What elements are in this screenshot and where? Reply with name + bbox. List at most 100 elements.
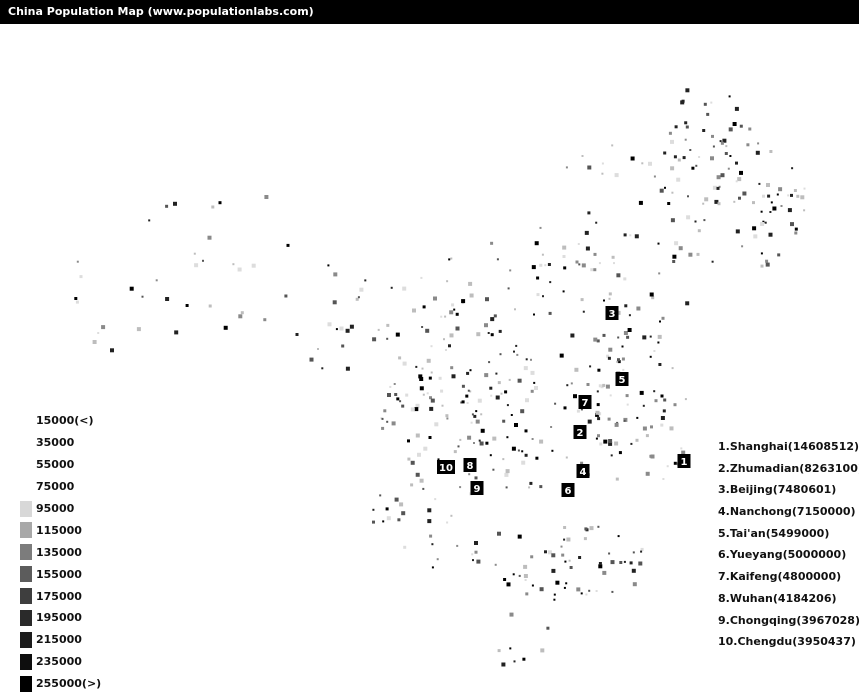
scale-label: 115000	[36, 523, 82, 537]
city-dot	[490, 241, 494, 245]
scale-swatch	[20, 434, 32, 451]
city-dot	[657, 242, 660, 245]
city-dot	[492, 436, 497, 441]
city-dot	[517, 449, 520, 452]
city-dot	[509, 647, 512, 650]
city-dot	[609, 394, 612, 397]
rank-item-3: 3.Beijing(7480601)	[718, 483, 837, 497]
city-dot	[506, 404, 509, 407]
city-dot	[461, 400, 465, 404]
rank-item-7: 7.Kaifeng(4800000)	[718, 570, 842, 584]
city-dot	[738, 196, 741, 200]
city-dot	[426, 358, 431, 363]
city-dot	[321, 367, 324, 370]
city-dot	[524, 429, 528, 433]
city-dot	[536, 293, 540, 297]
city-dot	[678, 246, 683, 251]
city-dot	[638, 200, 643, 205]
city-dot	[617, 358, 620, 362]
city-dot	[238, 314, 243, 319]
city-dot	[394, 393, 398, 396]
city-dot	[593, 337, 598, 342]
scale-row: 235000	[20, 651, 101, 673]
city-dot	[649, 355, 652, 358]
city-dot	[357, 296, 360, 299]
city-dot	[636, 306, 641, 311]
city-dot	[563, 526, 567, 529]
city-dot	[600, 385, 604, 389]
city-dot	[427, 508, 432, 513]
city-dot	[518, 574, 521, 577]
city-dot	[473, 442, 475, 444]
marker-box	[470, 481, 484, 495]
city-dot	[748, 127, 752, 131]
city-dot	[451, 303, 455, 307]
city-dot	[642, 426, 647, 431]
city-dot	[546, 626, 550, 630]
city-dot	[309, 357, 314, 362]
city-dot	[425, 328, 430, 333]
city-dot	[394, 497, 399, 502]
city-dot	[466, 402, 469, 404]
city-dot	[673, 155, 677, 159]
city-dot	[650, 425, 653, 429]
city-dot	[441, 404, 444, 407]
city-dot	[523, 366, 528, 371]
scale-label: 135000	[36, 545, 82, 559]
city-dot	[672, 260, 676, 263]
city-dot	[193, 252, 196, 255]
city-dot	[476, 332, 481, 337]
city-dot	[469, 293, 474, 298]
city-dot	[440, 389, 444, 393]
city-dot	[677, 158, 681, 162]
city-dot	[542, 295, 544, 298]
city-dot	[540, 648, 545, 653]
city-dot	[585, 246, 590, 251]
city-dot	[445, 414, 449, 418]
city-dot	[649, 292, 654, 297]
city-dot	[728, 95, 731, 98]
city-dot	[623, 419, 626, 422]
city-dot	[530, 370, 535, 375]
city-dot	[510, 414, 513, 416]
city-dot	[382, 520, 385, 523]
city-dot	[666, 465, 669, 468]
city-dot	[495, 372, 498, 375]
city-dot	[430, 398, 435, 403]
city-dot	[599, 442, 603, 446]
city-dot	[601, 172, 604, 175]
city-dot	[711, 260, 714, 263]
scale-label: 55000	[36, 458, 75, 472]
city-dot	[729, 155, 732, 157]
city-dot	[608, 552, 611, 555]
city-dot	[615, 477, 619, 481]
city-dot	[733, 200, 736, 203]
city-dot	[474, 476, 478, 480]
city-dot	[580, 408, 583, 411]
city-dot	[563, 586, 566, 589]
marker-box	[573, 425, 587, 439]
city-dot	[539, 263, 543, 267]
city-dot	[453, 308, 456, 311]
city-dot	[478, 439, 481, 442]
city-dot	[480, 413, 483, 416]
city-dot	[602, 383, 606, 387]
city-dot	[793, 189, 797, 192]
city-dot	[598, 262, 601, 265]
city-dot	[521, 450, 524, 453]
city-dot	[632, 551, 635, 554]
city-dot	[449, 310, 454, 315]
city-dot	[630, 442, 633, 445]
city-dot	[607, 356, 611, 360]
scale-row: 95000	[20, 498, 101, 520]
city-dot	[423, 446, 428, 451]
city-dot	[450, 514, 453, 517]
city-dot	[431, 566, 434, 569]
city-dot	[662, 478, 665, 480]
city-dot	[489, 454, 492, 457]
city-dot	[587, 211, 591, 215]
city-dot	[415, 433, 420, 438]
city-dot	[660, 416, 665, 420]
city-dot	[596, 339, 600, 343]
city-dot	[757, 142, 760, 145]
